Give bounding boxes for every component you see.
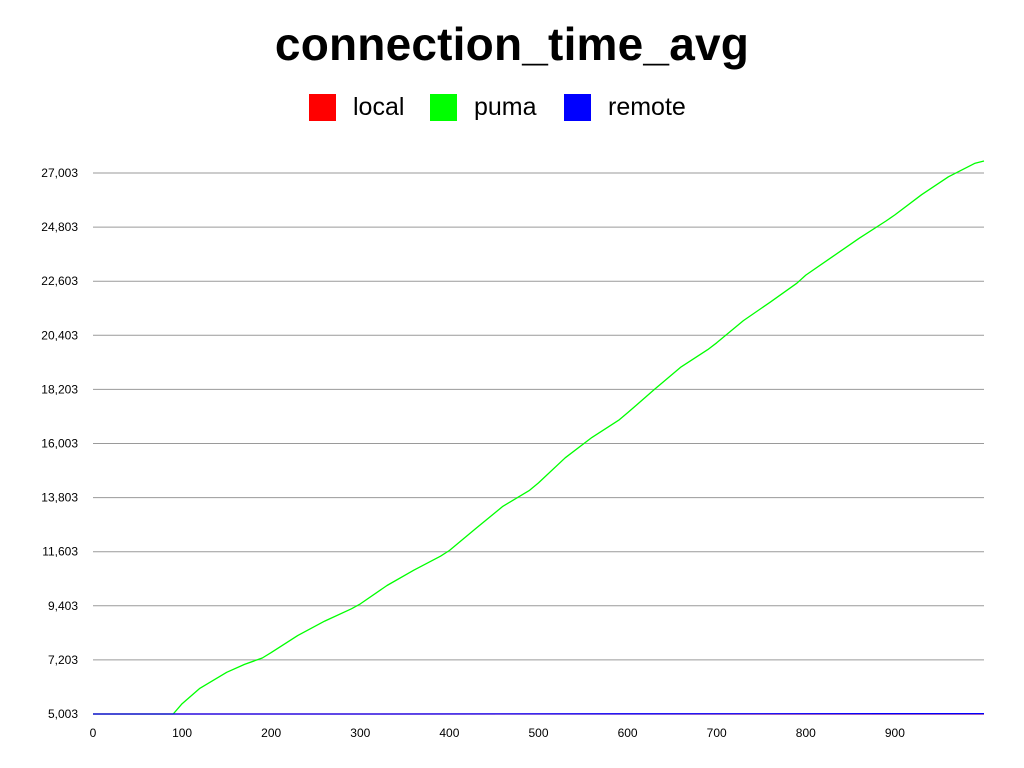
gridlines <box>93 172 984 715</box>
chart-title: connection_time_avg <box>274 18 750 70</box>
legend-label-remote: remote <box>608 93 686 121</box>
y-tick-label: 13,803 <box>41 491 78 505</box>
x-tick-label: 700 <box>707 726 727 740</box>
y-tick-label: 11,603 <box>42 545 78 559</box>
x-tick-label: 100 <box>172 726 192 740</box>
legend-swatch-remote <box>564 94 591 121</box>
legend-swatch-puma <box>430 94 457 121</box>
y-tick-label: 20,403 <box>41 328 78 342</box>
y-tick-label: 5,003 <box>48 707 78 721</box>
x-tick-label: 200 <box>261 726 281 740</box>
legend: local puma remote <box>309 93 686 121</box>
x-tick-label: 300 <box>350 726 370 740</box>
legend-label-local: local <box>353 93 404 121</box>
x-tick-label: 600 <box>618 726 638 740</box>
y-tick-label: 27,003 <box>41 166 78 180</box>
y-tick-label: 9,403 <box>48 599 78 613</box>
x-tick-label: 800 <box>796 726 816 740</box>
series-lines <box>93 160 985 715</box>
series-line-puma <box>93 160 985 715</box>
x-tick-label: 0 <box>90 726 97 740</box>
x-axis-ticks: 0 100 200 300 400 500 600 700 800 900 <box>90 726 906 740</box>
y-axis-ticks: 5,003 7,203 9,403 11,603 13,803 16,003 18,203 2… <box>41 166 78 721</box>
x-tick-label: 400 <box>439 726 459 740</box>
legend-swatch-local <box>309 94 336 121</box>
x-tick-label: 900 <box>885 726 905 740</box>
legend-label-puma: puma <box>474 93 537 121</box>
y-tick-label: 7,203 <box>48 653 78 667</box>
y-tick-label: 24,803 <box>41 220 78 234</box>
y-tick-label: 18,203 <box>41 382 78 396</box>
y-tick-label: 22,603 <box>41 274 78 288</box>
y-tick-label: 16,003 <box>41 437 78 451</box>
x-tick-label: 500 <box>528 726 548 740</box>
